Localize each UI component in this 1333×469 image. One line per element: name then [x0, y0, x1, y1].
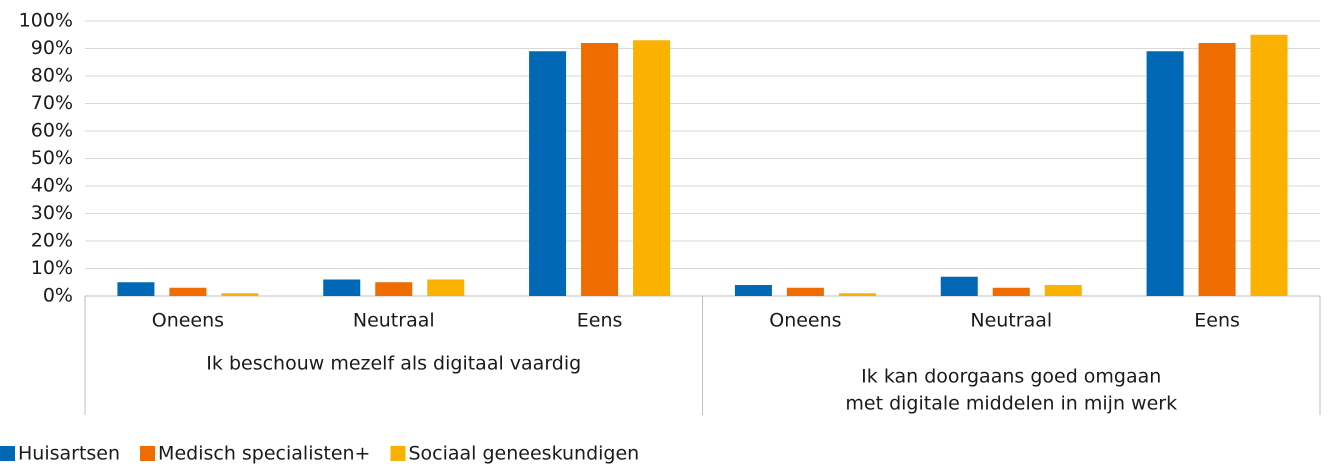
bar: [427, 279, 465, 296]
y-tick-label: 40%: [31, 175, 73, 197]
legend-swatch: [0, 446, 15, 461]
legend-label: Huisartsen: [18, 443, 120, 465]
y-tick-label: 70%: [31, 92, 73, 114]
bar: [169, 287, 207, 296]
legend-label: Sociaal geneeskundigen: [408, 443, 639, 465]
bar: [1198, 43, 1236, 296]
legend-swatch: [140, 446, 156, 461]
bar: [633, 40, 671, 296]
bar: [1044, 285, 1082, 296]
y-tick-label: 20%: [31, 230, 73, 252]
x-tick-label: Neutraal: [353, 310, 435, 332]
y-tick-label: 90%: [31, 37, 73, 59]
legend-label: Medisch specialisten+: [158, 443, 370, 465]
bar: [1146, 51, 1184, 296]
x-tick-label: Oneens: [152, 310, 224, 332]
legend-swatch: [390, 446, 406, 461]
y-tick-label: 50%: [31, 147, 73, 169]
bar: [940, 276, 978, 296]
bar: [1250, 34, 1288, 296]
x-tick-label: Eens: [1194, 310, 1240, 332]
y-tick-label: 100%: [19, 10, 73, 32]
y-tick-label: 80%: [31, 65, 73, 87]
bar: [992, 287, 1030, 296]
group-label: Ik kan doorgaans goed omgaan: [861, 366, 1161, 388]
group-label: met digitale middelen in mijn werk: [845, 393, 1177, 415]
group-label: Ik beschouw mezelf als digitaal vaardig: [206, 353, 581, 375]
bar: [375, 282, 413, 296]
bar: [529, 51, 567, 296]
bar: [786, 287, 824, 296]
x-tick-label: Neutraal: [970, 310, 1052, 332]
y-tick-label: 30%: [31, 202, 73, 224]
x-tick-label: Oneens: [769, 310, 841, 332]
y-tick-label: 10%: [31, 257, 73, 279]
bar: [221, 293, 259, 296]
bar: [117, 282, 155, 296]
y-tick-label: 0%: [43, 285, 73, 307]
bar: [734, 285, 772, 296]
bar: [323, 279, 361, 296]
bar: [838, 293, 876, 296]
bar: [581, 43, 619, 296]
x-tick-label: Eens: [577, 310, 623, 332]
y-tick-label: 60%: [31, 120, 73, 142]
